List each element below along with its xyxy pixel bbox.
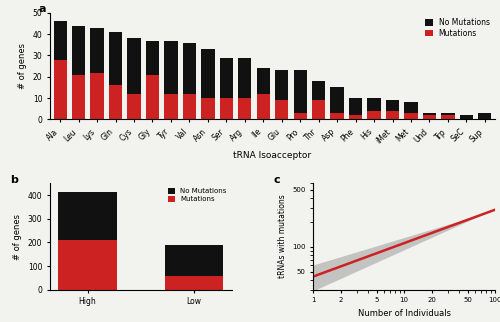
Bar bbox=[109, 85, 122, 119]
Bar bbox=[90, 72, 104, 119]
X-axis label: Number of Individuals: Number of Individuals bbox=[358, 309, 450, 318]
Legend: No Mutations, Mutations: No Mutations, Mutations bbox=[166, 187, 228, 204]
Bar bbox=[404, 113, 417, 119]
Bar bbox=[349, 115, 362, 119]
Y-axis label: # of genes: # of genes bbox=[13, 213, 22, 260]
Bar bbox=[294, 113, 307, 119]
Bar bbox=[128, 38, 140, 94]
Bar bbox=[164, 94, 177, 119]
Bar bbox=[423, 115, 436, 119]
Bar bbox=[128, 94, 140, 119]
Bar bbox=[183, 94, 196, 119]
Bar bbox=[109, 32, 122, 85]
Bar bbox=[183, 43, 196, 94]
Bar bbox=[386, 100, 399, 111]
Bar bbox=[164, 41, 177, 94]
Bar bbox=[423, 113, 436, 115]
Bar bbox=[404, 102, 417, 113]
Bar bbox=[478, 113, 492, 119]
Text: a: a bbox=[39, 5, 46, 14]
Bar bbox=[368, 111, 380, 119]
Bar bbox=[90, 28, 104, 72]
Bar bbox=[146, 75, 159, 119]
Bar bbox=[312, 100, 326, 119]
Bar bbox=[54, 21, 67, 60]
Bar bbox=[220, 58, 233, 98]
Bar bbox=[58, 240, 117, 290]
Bar bbox=[165, 276, 224, 290]
Bar bbox=[294, 71, 307, 113]
Bar bbox=[349, 98, 362, 115]
Bar bbox=[238, 98, 252, 119]
Bar bbox=[201, 98, 214, 119]
Bar bbox=[238, 58, 252, 98]
Bar bbox=[146, 41, 159, 75]
Bar bbox=[72, 26, 86, 75]
Bar bbox=[201, 49, 214, 98]
Bar bbox=[460, 115, 473, 119]
Bar bbox=[442, 115, 454, 119]
Text: c: c bbox=[274, 175, 280, 185]
Bar bbox=[386, 111, 399, 119]
Bar bbox=[275, 71, 288, 100]
Bar bbox=[58, 192, 117, 240]
Bar bbox=[312, 81, 326, 100]
Y-axis label: # of genes: # of genes bbox=[18, 43, 27, 89]
Bar bbox=[330, 113, 344, 119]
Bar bbox=[256, 68, 270, 94]
Bar bbox=[275, 100, 288, 119]
Bar bbox=[256, 94, 270, 119]
Text: b: b bbox=[10, 175, 18, 185]
Bar bbox=[442, 113, 454, 115]
Legend: No Mutations, Mutations: No Mutations, Mutations bbox=[424, 17, 491, 39]
Bar bbox=[54, 60, 67, 119]
Bar bbox=[330, 88, 344, 113]
Bar bbox=[165, 245, 224, 276]
Bar bbox=[72, 75, 86, 119]
X-axis label: tRNA Isoacceptor: tRNA Isoacceptor bbox=[234, 151, 312, 160]
Y-axis label: tRNAs with mutations: tRNAs with mutations bbox=[278, 195, 286, 279]
Bar bbox=[220, 98, 233, 119]
Bar bbox=[368, 98, 380, 111]
